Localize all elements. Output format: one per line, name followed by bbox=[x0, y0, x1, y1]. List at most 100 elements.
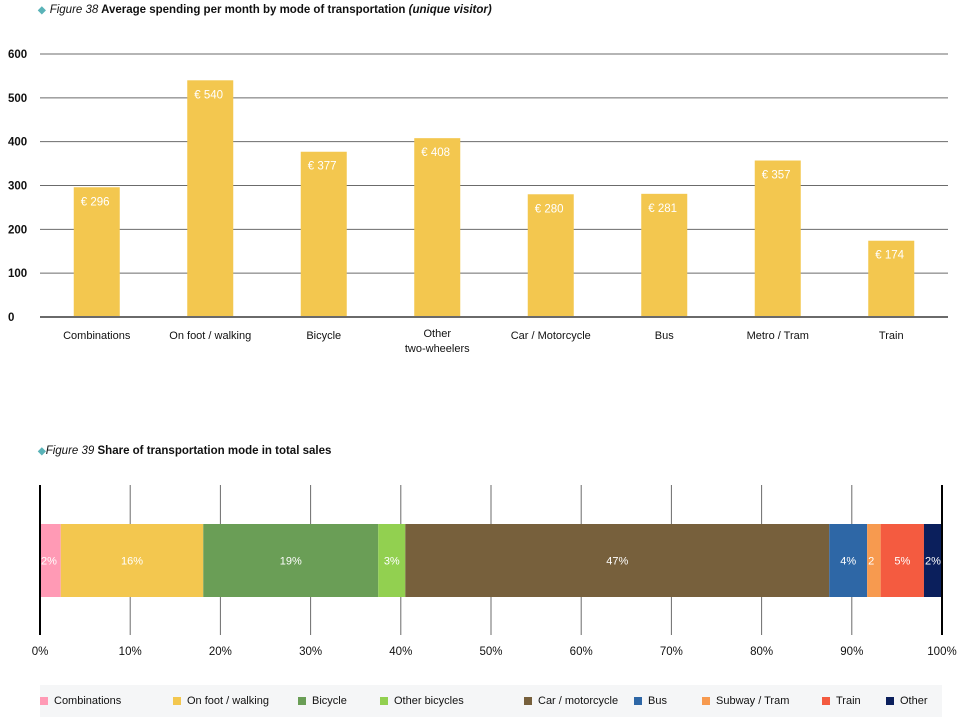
segment-value-label: 5% bbox=[894, 556, 910, 568]
bar-value-label: € 377 bbox=[308, 161, 337, 173]
legend-label: Other bbox=[900, 695, 928, 707]
x-tick-label: 0% bbox=[32, 646, 49, 658]
legend-item: Car / motorcycle bbox=[524, 685, 618, 717]
legend-item: Bus bbox=[634, 685, 667, 717]
x-category-label: Metro / Tram bbox=[747, 330, 809, 342]
segment-value-label: 19% bbox=[280, 556, 302, 568]
x-category-label: Bus bbox=[655, 330, 674, 342]
x-tick-label: 90% bbox=[840, 646, 863, 658]
y-tick-label: 200 bbox=[8, 224, 27, 236]
legend-item: Other bicycles bbox=[380, 685, 464, 717]
x-category-label: Combinations bbox=[63, 330, 131, 342]
stacked-segment bbox=[203, 524, 379, 597]
x-tick-label: 10% bbox=[119, 646, 142, 658]
y-tick-label: 0 bbox=[8, 312, 14, 324]
legend-item: On foot / walking bbox=[173, 685, 269, 717]
x-tick-label: 40% bbox=[389, 646, 412, 658]
stacked-segment bbox=[829, 524, 868, 597]
legend-swatch-icon bbox=[40, 697, 48, 705]
bar-value-label: € 174 bbox=[875, 250, 904, 262]
figure-title-text: Share of transportation mode in total sa… bbox=[97, 445, 332, 457]
figure-title-text: Average spending per month by mode of tr… bbox=[101, 4, 406, 16]
legend-item: Subway / Tram bbox=[702, 685, 789, 717]
bar-value-label: € 280 bbox=[535, 203, 564, 215]
x-tick-label: 70% bbox=[660, 646, 683, 658]
y-tick-label: 300 bbox=[8, 181, 27, 193]
legend-swatch-icon bbox=[298, 697, 306, 705]
chart-legend: Combinations On foot / walking Bicycle Othe… bbox=[40, 685, 942, 717]
x-tick-label: 20% bbox=[209, 646, 232, 658]
legend-swatch-icon bbox=[702, 697, 710, 705]
diamond-bullet-icon: ◆ bbox=[38, 446, 46, 457]
bar bbox=[754, 160, 801, 316]
legend-swatch-icon bbox=[380, 697, 388, 705]
figure-title-suffix: (unique visitor) bbox=[408, 4, 492, 16]
bar bbox=[187, 80, 234, 316]
bar-value-label: € 296 bbox=[81, 196, 110, 208]
stacked-segment bbox=[40, 524, 61, 597]
figure-39-title: ◆Figure 39 Share of transportation mode … bbox=[38, 445, 331, 457]
legend-label: Car / motorcycle bbox=[538, 695, 619, 707]
figure-number: Figure 39 bbox=[45, 445, 95, 457]
legend-swatch-icon bbox=[886, 697, 894, 705]
segment-value-label: 4% bbox=[840, 556, 856, 568]
legend-swatch-icon bbox=[822, 697, 830, 705]
diamond-bullet-icon: ◆ bbox=[38, 5, 46, 16]
y-tick-label: 400 bbox=[8, 137, 27, 149]
stacked-segment bbox=[923, 524, 942, 597]
legend-item: Train bbox=[822, 685, 861, 717]
stacked-segment bbox=[60, 524, 204, 597]
bar bbox=[527, 194, 574, 316]
segment-value-label: 2% bbox=[925, 556, 941, 568]
y-tick-label: 500 bbox=[8, 93, 27, 105]
legend-label: Other bicycles bbox=[394, 695, 464, 707]
share-stacked-bar-chart: 0% 10% 20% 30% 40% 50% 60% 70% 80% 90% 100% 2% 16% 19… bbox=[32, 485, 957, 658]
legend-item: Combinations bbox=[40, 685, 121, 717]
bar-value-label: € 540 bbox=[194, 89, 223, 101]
legend-item: Bicycle bbox=[298, 685, 347, 717]
x-category-label: Other bbox=[423, 328, 451, 340]
legend-label: On foot / walking bbox=[187, 695, 269, 707]
y-tick-label: 600 bbox=[8, 49, 27, 61]
x-tick-label: 100% bbox=[927, 646, 956, 658]
bar-value-label: € 357 bbox=[762, 170, 791, 182]
bar bbox=[414, 138, 461, 316]
bar bbox=[641, 193, 688, 316]
x-tick-label: 80% bbox=[750, 646, 773, 658]
bar bbox=[73, 187, 120, 316]
segment-value-label: 16% bbox=[121, 556, 143, 568]
x-category-label: two-wheelers bbox=[405, 343, 470, 355]
legend-label: Bicycle bbox=[312, 695, 347, 707]
y-tick-label: 100 bbox=[8, 268, 27, 280]
x-category-label: Bicycle bbox=[306, 330, 341, 342]
x-tick-label: 30% bbox=[299, 646, 322, 658]
bar-value-label: € 408 bbox=[421, 147, 450, 159]
segment-value-label: 2 bbox=[868, 556, 874, 568]
x-category-label: Car / Motorcycle bbox=[511, 330, 591, 342]
stacked-segment bbox=[405, 524, 830, 597]
spending-bar-chart: 0 100 200 300 400 500 600 € 296 Combinations € 54… bbox=[8, 49, 948, 355]
legend-label: Train bbox=[836, 695, 861, 707]
stacked-segment bbox=[378, 524, 406, 597]
stacked-segment bbox=[880, 524, 924, 597]
x-category-label: Train bbox=[879, 330, 904, 342]
x-category-label: On foot / walking bbox=[169, 330, 251, 342]
segment-value-label: 3% bbox=[384, 556, 400, 568]
figure-38-title: ◆ Figure 38 Average spending per month by… bbox=[38, 4, 492, 16]
legend-swatch-icon bbox=[173, 697, 181, 705]
legend-swatch-icon bbox=[524, 697, 532, 705]
bar bbox=[868, 240, 915, 316]
legend-swatch-icon bbox=[634, 697, 642, 705]
legend-label: Subway / Tram bbox=[716, 695, 790, 707]
bar-value-label: € 281 bbox=[648, 203, 677, 215]
bar bbox=[300, 151, 347, 316]
legend-label: Combinations bbox=[54, 695, 122, 707]
x-tick-label: 60% bbox=[570, 646, 593, 658]
figure-number: Figure 38 bbox=[49, 4, 99, 16]
stacked-segment bbox=[867, 524, 881, 597]
x-tick-label: 50% bbox=[479, 646, 502, 658]
segment-value-label: 2% bbox=[41, 556, 57, 568]
legend-item: Other bbox=[886, 685, 928, 717]
segment-value-label: 47% bbox=[606, 556, 628, 568]
legend-label: Bus bbox=[648, 695, 667, 707]
